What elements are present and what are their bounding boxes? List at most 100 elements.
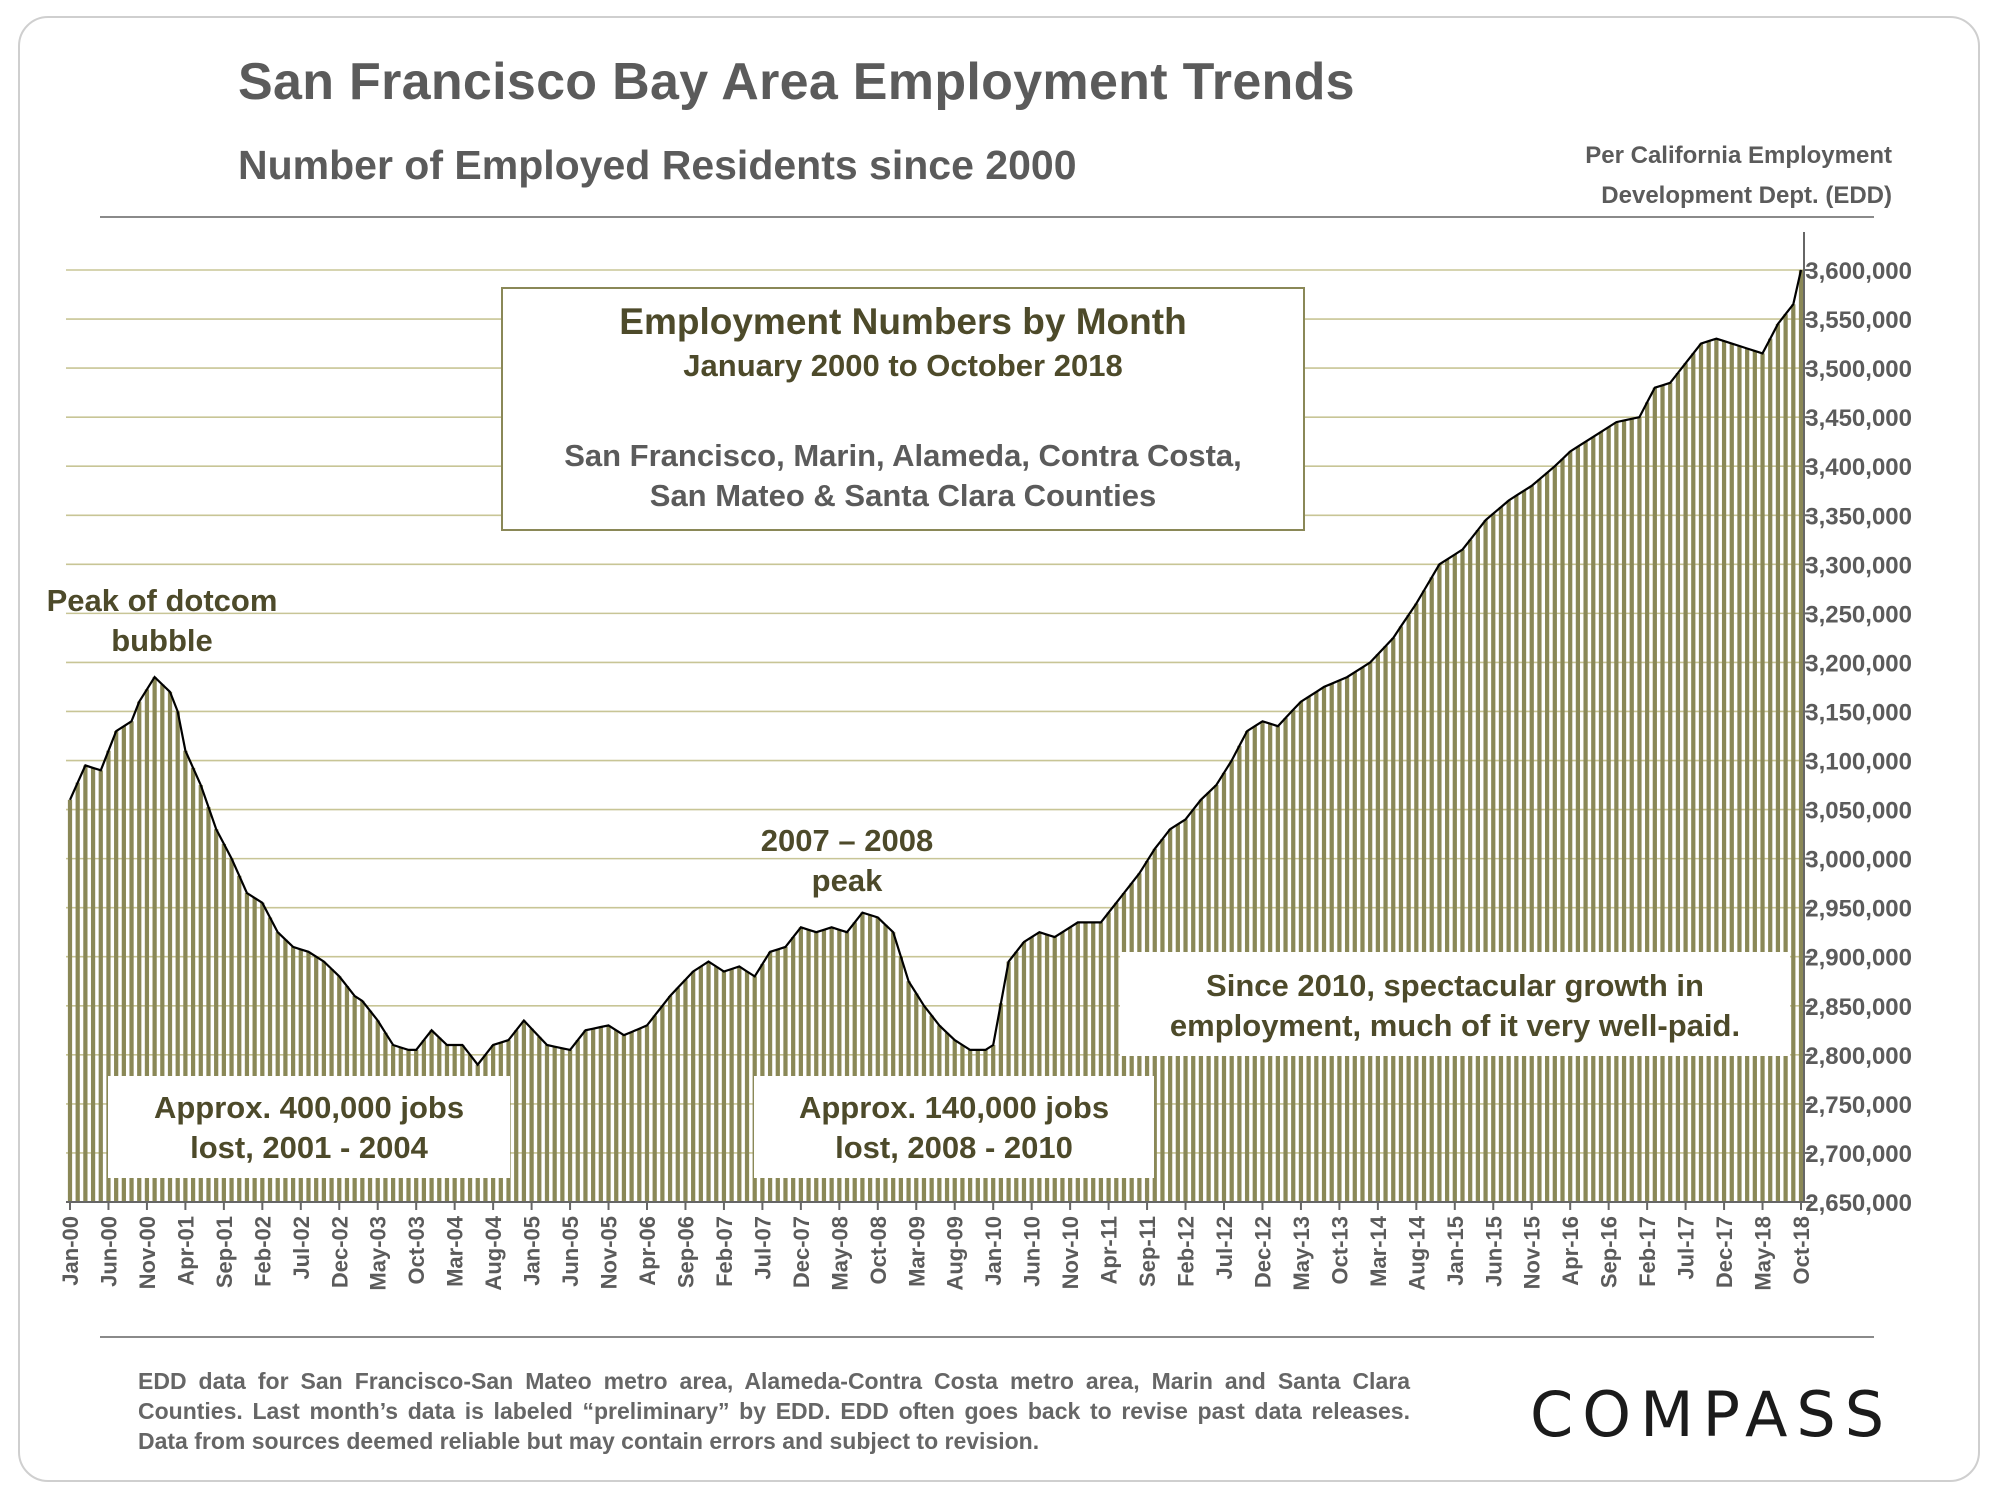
bar (1421, 590, 1427, 1202)
x-tick-label: Dec-02 (327, 1216, 352, 1288)
y-tick-label: 2,750,000 (1805, 1092, 1912, 1119)
x-tick-label: Mar-04 (443, 1215, 468, 1287)
bar (644, 1025, 650, 1202)
x-tick-label: Nov-05 (597, 1216, 622, 1289)
bar (260, 902, 265, 1202)
bar (1360, 667, 1365, 1202)
bar (129, 721, 134, 1202)
bar (537, 1036, 542, 1202)
x-tick-label: Feb-17 (1635, 1216, 1660, 1287)
bar (275, 932, 280, 1202)
bar (106, 750, 111, 1202)
bar (683, 979, 688, 1202)
x-tick-label: Sep-16 (1597, 1216, 1622, 1288)
bar (1791, 304, 1796, 1202)
bar (121, 726, 126, 1202)
x-tick-label: Apr-01 (173, 1216, 198, 1286)
bar (860, 912, 865, 1202)
bar (1583, 441, 1588, 1202)
jobs-lost-2001-2004-box: Approx. 400,000 jobs lost, 2001 - 2004 (108, 1076, 510, 1178)
bar (67, 799, 73, 1202)
bar (1537, 479, 1542, 1202)
bar (183, 750, 188, 1202)
y-tick-label: 2,800,000 (1805, 1043, 1912, 1070)
bar (1037, 932, 1042, 1202)
bar (1552, 466, 1557, 1202)
bar (1675, 373, 1681, 1203)
bar (1437, 564, 1442, 1202)
dotcom-label-line2: bubble (111, 623, 213, 658)
chart-axes (66, 232, 1812, 1210)
x-tick-label: Jun-15 (1481, 1216, 1506, 1287)
bar (160, 684, 165, 1202)
bar (144, 689, 150, 1202)
bar (1629, 418, 1634, 1202)
x-tick-label: Jul-07 (750, 1216, 775, 1280)
x-tick-label: Apr-11 (1097, 1216, 1122, 1284)
x-tick-label: Jan-05 (520, 1216, 545, 1286)
inset-title: Employment Numbers by Month (619, 301, 1186, 342)
bar (1475, 529, 1480, 1202)
bar (867, 915, 873, 1202)
bar (1329, 683, 1334, 1202)
bar (1768, 338, 1773, 1202)
bar (829, 927, 834, 1202)
x-tick-label: Dec-17 (1712, 1216, 1737, 1288)
inset-box: Employment Numbers by Month January 2000… (501, 287, 1305, 531)
bar (1460, 549, 1465, 1202)
x-tick-label: Aug-09 (943, 1216, 968, 1291)
growth-annotation-box: Since 2010, spectacular growth in employ… (1120, 952, 1790, 1056)
bar (1783, 314, 1788, 1203)
bar (1575, 446, 1581, 1202)
compass-logo: COMPASS (1530, 1378, 1894, 1451)
bar (567, 1049, 573, 1202)
bar (1660, 385, 1665, 1202)
bar (1098, 922, 1104, 1202)
y-tick-label: 2,850,000 (1805, 994, 1912, 1021)
bar (852, 922, 857, 1202)
bar (198, 785, 203, 1202)
bar (552, 1046, 557, 1202)
bar (1091, 922, 1096, 1202)
bar (737, 966, 742, 1202)
y-tick-label: 3,300,000 (1805, 552, 1912, 579)
y-tick-label: 3,600,000 (1805, 258, 1912, 285)
bar (229, 858, 234, 1202)
x-tick-label: Oct-03 (404, 1216, 429, 1284)
bar (1591, 436, 1596, 1203)
bar (775, 949, 780, 1202)
bar (806, 929, 811, 1202)
source-note-line1: Per California Employment (1585, 142, 1892, 169)
x-tick-label: Jul-17 (1674, 1216, 1699, 1280)
bar (883, 924, 888, 1202)
bar (1560, 458, 1565, 1202)
x-tick-label: Jul-12 (1212, 1216, 1237, 1280)
bar (614, 1030, 619, 1202)
bar (1114, 902, 1119, 1202)
y-tick-label: 3,200,000 (1805, 650, 1912, 677)
bar (244, 892, 250, 1202)
bar (729, 969, 734, 1202)
x-tick-label: Oct-08 (866, 1216, 891, 1284)
inset-counties-line2: San Mateo & Santa Clara Counties (650, 478, 1156, 513)
bar (1706, 341, 1711, 1202)
bar (783, 946, 788, 1202)
x-tick-label: May-13 (1289, 1216, 1314, 1291)
bar (791, 937, 796, 1202)
bar (1068, 927, 1073, 1202)
bar (252, 897, 257, 1202)
bar (1598, 431, 1604, 1203)
bar (844, 932, 850, 1202)
bar (1406, 615, 1411, 1202)
bar (1645, 402, 1650, 1202)
bar (629, 1031, 634, 1202)
x-tick-label: Nov-15 (1520, 1216, 1545, 1289)
y-axis-tick-labels: 2,650,000 2,700,000 2,750,000 2,800,000 2,85… (1805, 258, 1912, 1217)
x-tick-label: Apr-06 (635, 1216, 660, 1286)
bar (1368, 662, 1373, 1202)
y-tick-label: 3,250,000 (1805, 601, 1912, 628)
inset-subtitle: January 2000 to October 2018 (683, 348, 1122, 383)
inset-counties-line1: San Francisco, Marin, Alameda, Contra Co… (564, 438, 1242, 473)
bar (1637, 417, 1642, 1202)
